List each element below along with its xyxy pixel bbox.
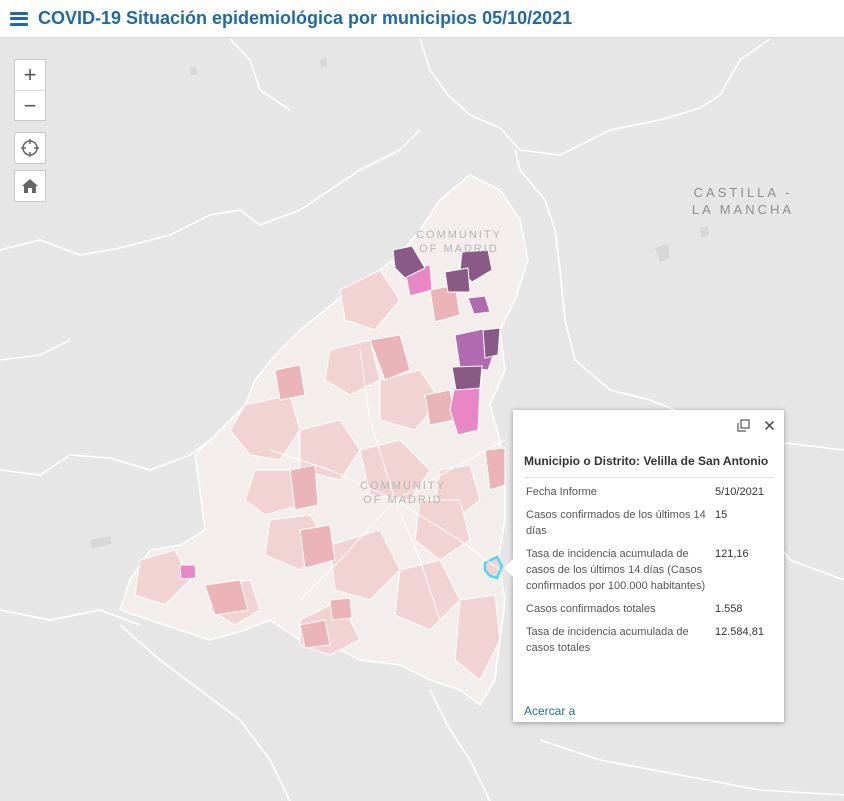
locate-button[interactable] xyxy=(14,132,46,164)
maximize-icon xyxy=(736,418,750,432)
zoom-control: + − xyxy=(14,59,46,121)
close-icon xyxy=(764,420,774,430)
attribute-value: 5/10/2021 xyxy=(715,486,764,498)
page-title: COVID-19 Situación epidemiológica por mu… xyxy=(38,8,573,28)
region-label-castilla: CASTILLA - LA MANCHA xyxy=(688,184,798,218)
region-label-madrid-north-line2: OF MADRID xyxy=(419,243,499,255)
popup-title: Municipio o Distrito: Velilla de San Ant… xyxy=(524,454,774,478)
attribute-label: Tasa de incidencia acumulada de casos to… xyxy=(526,626,689,654)
app-header: COVID-19 Situación epidemiológica por mu… xyxy=(0,0,844,38)
attribute-value: 12.584,81 xyxy=(715,626,764,638)
crosshair-icon xyxy=(21,139,39,157)
popup-pointer xyxy=(504,558,514,578)
region-label-madrid-center-line1: COMMUNITY xyxy=(360,480,446,492)
region-label-madrid-north: COMMUNITY OF MADRID xyxy=(404,228,514,256)
close-button[interactable] xyxy=(762,418,776,432)
info-popup: Municipio o Distrito: Velilla de San Ant… xyxy=(504,410,784,722)
attribute-label: Tasa de incidencia acumulada de casos de… xyxy=(526,548,706,592)
attribute-label: Casos confirmados totales xyxy=(526,603,656,615)
region-label-castilla-line1: CASTILLA - xyxy=(693,185,793,200)
zoom-to-link[interactable]: Acercar a xyxy=(524,704,576,718)
zoom-out-button[interactable]: − xyxy=(15,90,45,120)
attribute-value: 15 xyxy=(715,509,728,521)
attribute-label: Casos confirmados de los últimos 14 días xyxy=(526,509,706,537)
attribute-row: Fecha Informe 5/10/2021 xyxy=(526,484,776,500)
popup-toolbar xyxy=(736,418,776,432)
attribute-value: 1.558 xyxy=(715,603,743,615)
attribute-label: Fecha Informe xyxy=(526,486,597,498)
home-icon xyxy=(22,179,38,193)
region-label-castilla-line2: LA MANCHA xyxy=(691,202,795,217)
region-label-madrid-north-line1: COMMUNITY xyxy=(416,229,502,241)
attribute-row: Tasa de incidencia acumulada de casos to… xyxy=(526,624,776,656)
menu-button[interactable] xyxy=(0,0,38,38)
attribute-row: Tasa de incidencia acumulada de casos de… xyxy=(526,546,776,594)
region-label-madrid-center: COMMUNITY OF MADRID xyxy=(348,479,458,507)
attribute-value: 121,16 xyxy=(715,548,749,560)
hamburger-icon xyxy=(10,11,28,26)
attribute-row: Casos confirmados totales 1.558 xyxy=(526,601,776,617)
maximize-button[interactable] xyxy=(736,418,750,432)
attribute-row: Casos confirmados de los últimos 14 días… xyxy=(526,507,776,539)
popup-attributes: Fecha Informe 5/10/2021 Casos confirmado… xyxy=(526,484,776,663)
home-button[interactable] xyxy=(14,170,46,202)
zoom-in-button[interactable]: + xyxy=(23,62,37,87)
region-label-madrid-center-line2: OF MADRID xyxy=(363,494,443,506)
